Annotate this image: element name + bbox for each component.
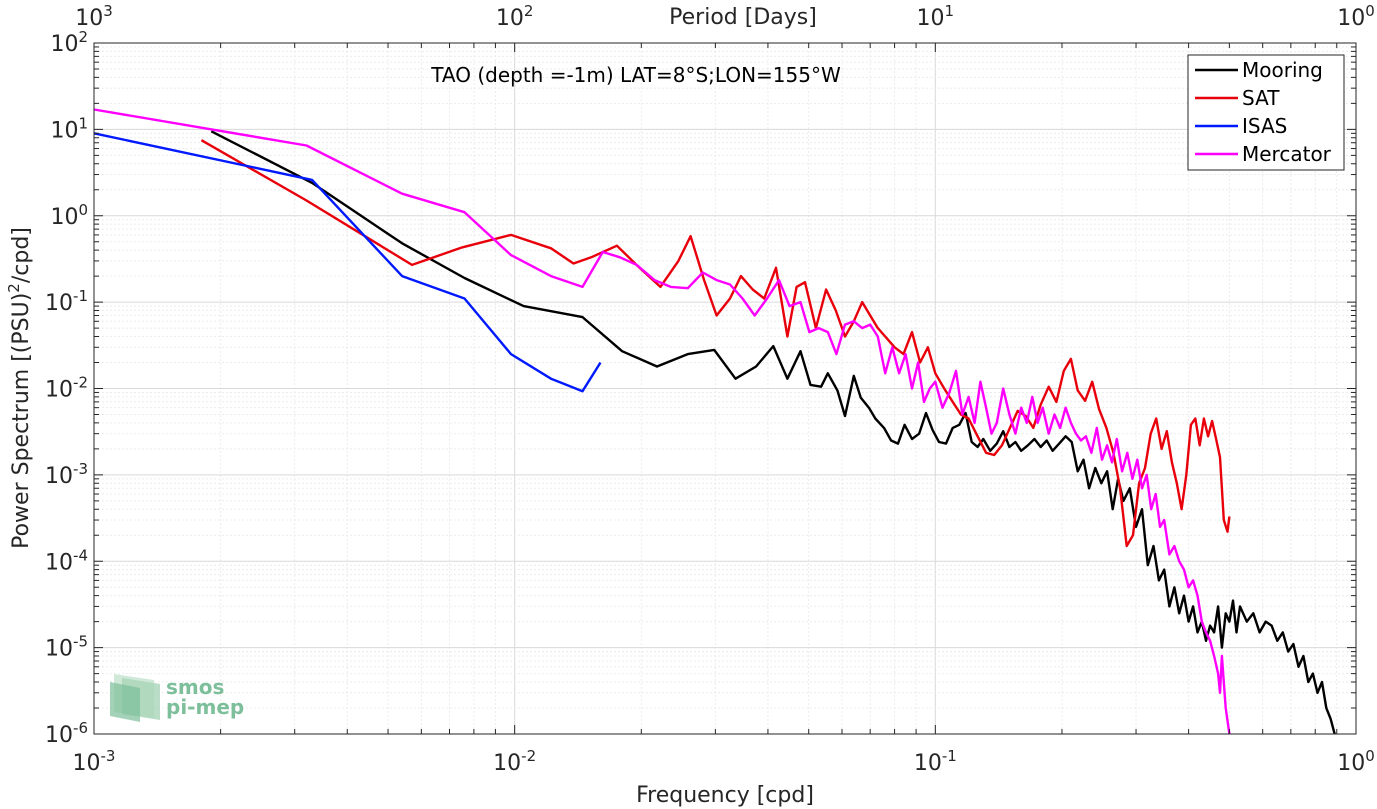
logo-text-line2: pi-mep: [166, 695, 244, 719]
x-axis-label: Frequency [cpd]: [636, 783, 814, 808]
legend-label-mooring: Mooring: [1242, 58, 1323, 82]
x2-tick-label: 101: [917, 2, 955, 31]
tick-labels: 10-3 10-2 10-1 100 10-6 10-5 10-4 10-3 10-2 10-1 1…: [45, 2, 1375, 776]
x2-axis-label: Period [Days]: [669, 5, 817, 30]
grid: [93, 43, 1356, 735]
y-tick-label: 10-2: [45, 374, 88, 403]
y-tick-label: 10-3: [45, 460, 88, 489]
series-line-isas: [93, 132, 602, 393]
x2-tick-label: 100: [1337, 2, 1375, 31]
y-tick-label: 10-5: [45, 633, 88, 662]
y-tick-label: 10-6: [45, 719, 88, 748]
x-tick-label: 10-2: [493, 747, 536, 776]
series-layer: [93, 108, 1336, 735]
smos-logo: smos pi-mep: [110, 674, 244, 722]
logo-text-line1: smos: [166, 675, 224, 699]
y-axis-label-tail: /cpd]: [9, 227, 34, 283]
legend-label-isas: ISAS: [1242, 114, 1287, 138]
x-tick-label: 100: [1337, 747, 1375, 776]
x-tick-label: 10-1: [914, 747, 957, 776]
x2-tick-label: 103: [75, 2, 113, 31]
legend-label-sat: SAT: [1242, 86, 1280, 110]
series-line-sat: [200, 139, 1231, 548]
ticks: [93, 43, 1356, 735]
logo-mark-front-icon: [110, 682, 140, 722]
series-line-mercator: [93, 108, 1231, 735]
legend-items: Mooring SAT ISAS Mercator: [1195, 58, 1332, 166]
y-axis-label-sup: 2: [5, 283, 23, 293]
y-axis-label-main: Power Spectrum [(PSU): [9, 293, 34, 549]
x-tick-label: 10-3: [73, 747, 116, 776]
legend-label-mercator: Mercator: [1242, 142, 1332, 166]
legend-box: [1187, 54, 1345, 171]
series-line-mooring: [210, 130, 1336, 735]
y-tick-label: 102: [50, 28, 88, 57]
chart-title: TAO (depth =-1m) LAT=8°S;LON=155°W: [430, 63, 841, 87]
legend: Mooring SAT ISAS Mercator: [1187, 54, 1345, 171]
y-tick-label: 10-4: [45, 546, 88, 575]
y-axis-label: Power Spectrum [(PSU)2/cpd]: [5, 227, 34, 549]
x2-tick-label: 102: [496, 2, 534, 31]
y-tick-label: 101: [50, 114, 88, 143]
y-tick-label: 100: [50, 201, 88, 230]
y-tick-label: 10-1: [45, 287, 88, 316]
